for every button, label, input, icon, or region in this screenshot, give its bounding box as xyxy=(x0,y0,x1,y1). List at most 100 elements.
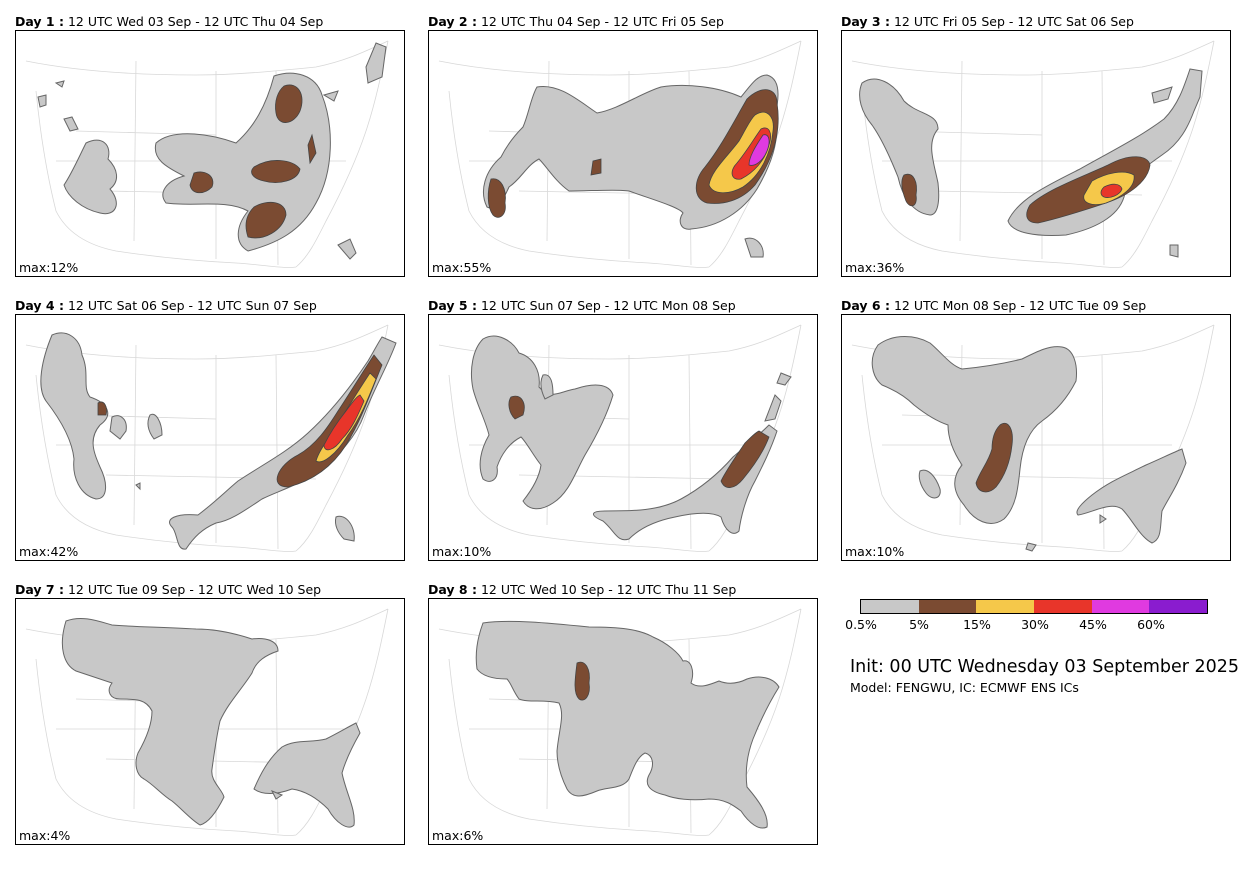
colorbar-tick-label: 60% xyxy=(1137,617,1165,632)
prob-area-0.5pct xyxy=(63,116,79,132)
prob-area-0.5pct xyxy=(540,374,554,400)
prob-area-0.5pct xyxy=(1025,542,1037,552)
map-frame: max:10% xyxy=(428,314,818,561)
prob-area-0.5pct xyxy=(147,413,163,440)
prob-area-0.5pct xyxy=(37,94,47,108)
prob-area-5pct xyxy=(487,178,506,218)
map-frame: max:55% xyxy=(428,30,818,277)
prob-area-0.5pct xyxy=(859,78,940,216)
colorbar-tick-label: 0.5% xyxy=(845,617,877,632)
prob-area-5pct xyxy=(307,133,317,165)
colorbar-tick-label: 5% xyxy=(909,617,929,632)
basemap-lines xyxy=(25,324,389,552)
prob-area-0.5pct xyxy=(61,618,279,826)
prob-area-0.5pct xyxy=(40,332,109,500)
panel-title: Day 4 : 12 UTC Sat 06 Sep - 12 UTC Sun 0… xyxy=(15,298,317,313)
prob-area-0.5pct xyxy=(109,415,127,440)
prob-area-5pct xyxy=(276,354,383,488)
max-probability-label: max:10% xyxy=(432,544,492,559)
prob-area-5pct xyxy=(508,395,525,420)
prob-area-0.5pct xyxy=(54,80,65,88)
max-probability-label: max:42% xyxy=(19,544,79,559)
prob-area-0.5pct xyxy=(871,336,1077,524)
prob-area-0.5pct xyxy=(322,90,339,102)
map-frame: max:10% xyxy=(841,314,1231,561)
day-label: Day 6 : xyxy=(841,298,890,313)
period-label: 12 UTC Thu 04 Sep - 12 UTC Fri 05 Sep xyxy=(480,14,724,29)
max-probability-label: max:10% xyxy=(845,544,905,559)
prob-area-0.5pct xyxy=(337,238,357,260)
prob-area-0.5pct xyxy=(154,72,331,252)
period-label: 12 UTC Mon 08 Sep - 12 UTC Tue 09 Sep xyxy=(893,298,1147,313)
prob-area-0.5pct xyxy=(1099,514,1107,524)
prob-area-5pct xyxy=(245,201,287,239)
day-label: Day 2 : xyxy=(428,14,477,29)
colorbar xyxy=(860,599,1208,614)
prob-area-0.5pct xyxy=(593,424,778,541)
prob-area-5pct xyxy=(97,401,107,416)
max-probability-label: max:4% xyxy=(19,828,71,843)
prob-area-0.5pct xyxy=(365,42,387,84)
max-probability-label: max:12% xyxy=(19,260,79,275)
model-info-label: Model: FENGWU, IC: ECMWF ENS ICs xyxy=(850,680,1079,695)
map-frame: max:36% xyxy=(841,30,1231,277)
prob-area-15pct xyxy=(708,111,774,194)
colorbar-tick-label: 30% xyxy=(1021,617,1049,632)
panel-title: Day 1 : 12 UTC Wed 03 Sep - 12 UTC Thu 0… xyxy=(15,14,323,29)
prob-area-0.5pct xyxy=(1151,86,1173,104)
colorbar-segment xyxy=(1091,600,1150,613)
prob-area-0.5pct xyxy=(764,394,782,422)
prob-area-0.5pct xyxy=(135,482,141,491)
panel-title: Day 3 : 12 UTC Fri 05 Sep - 12 UTC Sat 0… xyxy=(841,14,1134,29)
colorbar-segment xyxy=(976,600,1035,613)
colorbar-segment xyxy=(1034,600,1092,613)
period-label: 12 UTC Tue 09 Sep - 12 UTC Wed 10 Sep xyxy=(67,582,322,597)
prob-area-0.5pct xyxy=(1076,448,1187,544)
period-label: 12 UTC Sun 07 Sep - 12 UTC Mon 08 Sep xyxy=(480,298,736,313)
prob-area-5pct xyxy=(590,158,602,176)
prob-area-30pct xyxy=(323,394,365,451)
panel-title: Day 6 : 12 UTC Mon 08 Sep - 12 UTC Tue 0… xyxy=(841,298,1146,313)
panel-title: Day 2 : 12 UTC Thu 04 Sep - 12 UTC Fri 0… xyxy=(428,14,724,29)
max-probability-label: max:55% xyxy=(432,260,492,275)
colorbar-tick-label: 45% xyxy=(1079,617,1107,632)
prob-area-30pct xyxy=(1100,183,1123,198)
colorbar-segment xyxy=(918,600,977,613)
prob-area-0.5pct xyxy=(270,790,284,800)
panel-title: Day 8 : 12 UTC Wed 10 Sep - 12 UTC Thu 1… xyxy=(428,582,736,597)
prob-area-0.5pct xyxy=(776,372,792,386)
prob-area-0.5pct xyxy=(253,722,361,828)
day-label: Day 8 : xyxy=(428,582,477,597)
prob-area-0.5pct xyxy=(1169,244,1179,258)
day-label: Day 1 : xyxy=(15,14,64,29)
colorbar-tick-label: 15% xyxy=(963,617,991,632)
map-frame: max:4% xyxy=(15,598,405,845)
day-label: Day 5 : xyxy=(428,298,477,313)
day-label: Day 7 : xyxy=(15,582,64,597)
map-frame: max:42% xyxy=(15,314,405,561)
colorbar-ticks: 0.5% 5% 15% 30% 45% 60% xyxy=(845,614,1220,632)
prob-area-0.5pct xyxy=(335,515,355,542)
period-label: 12 UTC Sat 06 Sep - 12 UTC Sun 07 Sep xyxy=(67,298,317,313)
prob-area-5pct xyxy=(275,84,303,123)
map-frame: max:12% xyxy=(15,30,405,277)
prob-area-5pct xyxy=(251,160,301,183)
prob-area-5pct xyxy=(574,661,590,701)
period-label: 12 UTC Fri 05 Sep - 12 UTC Sat 06 Sep xyxy=(893,14,1134,29)
day-label: Day 4 : xyxy=(15,298,64,313)
prob-area-0.5pct xyxy=(169,336,397,550)
prob-area-5pct xyxy=(975,422,1013,493)
prob-area-5pct xyxy=(189,171,214,194)
max-probability-label: max:36% xyxy=(845,260,905,275)
panel-title: Day 7 : 12 UTC Tue 09 Sep - 12 UTC Wed 1… xyxy=(15,582,321,597)
period-label: 12 UTC Wed 10 Sep - 12 UTC Thu 11 Sep xyxy=(480,582,737,597)
day-label: Day 3 : xyxy=(841,14,890,29)
prob-area-45pct xyxy=(748,134,770,166)
max-probability-label: max:6% xyxy=(432,828,484,843)
init-time-label: Init: 00 UTC Wednesday 03 September 2025 xyxy=(850,657,1240,677)
panel-title: Day 5 : 12 UTC Sun 07 Sep - 12 UTC Mon 0… xyxy=(428,298,736,313)
prob-area-5pct xyxy=(720,430,770,488)
prob-area-0.5pct xyxy=(918,469,941,499)
prob-area-0.5pct xyxy=(475,620,780,829)
prob-area-5pct xyxy=(901,173,917,207)
